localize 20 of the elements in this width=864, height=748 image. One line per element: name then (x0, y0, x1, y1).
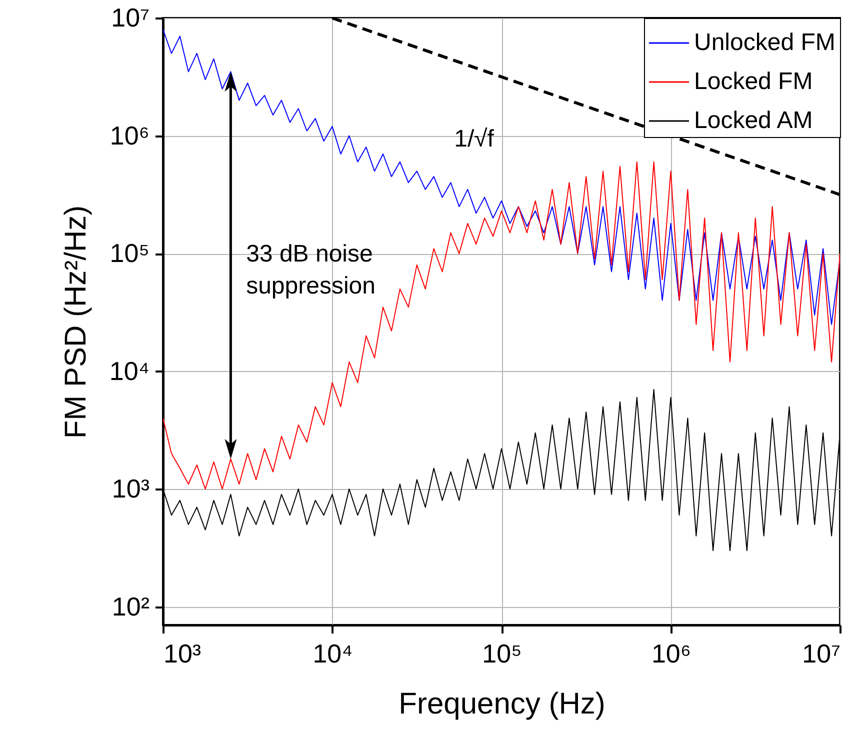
x-tick-label: 10⁶ (651, 638, 692, 668)
annotation: 33 dB noise suppression (246, 240, 376, 300)
y-tick-label: 10³ (112, 474, 150, 504)
x-tick-label: 10⁴ (312, 638, 353, 668)
y-tick-label: 10⁵ (110, 238, 150, 268)
x-tick-label: 10⁷ (802, 638, 840, 668)
y-tick-label: 10⁶ (110, 120, 150, 150)
line-series (163, 161, 840, 490)
annotation: 1/√f (454, 125, 494, 152)
x-tick-label: 10³ (164, 638, 202, 668)
y-tick-label: 10⁷ (111, 2, 150, 32)
x-axis-title: Frequency (Hz) (398, 688, 606, 720)
legend-label: Locked FM (694, 68, 813, 95)
y-tick-label: 10⁴ (109, 356, 150, 386)
y-tick-label: 10² (112, 591, 150, 622)
line-series (163, 28, 840, 325)
y-axis-title: FM PSD (Hz²/Hz) (59, 205, 92, 439)
x-tick-label: 10⁵ (482, 638, 522, 668)
legend-label: Unlocked FM (694, 29, 836, 56)
legend-label: Locked AM (694, 107, 813, 134)
